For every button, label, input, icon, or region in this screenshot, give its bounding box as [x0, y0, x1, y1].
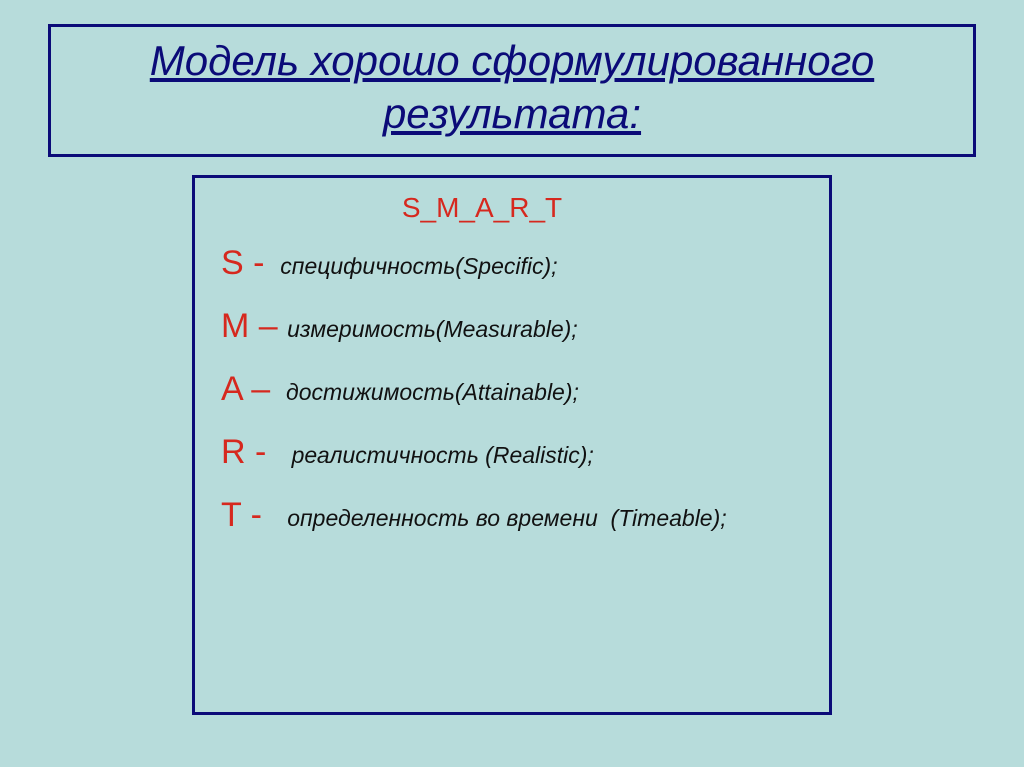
smart-item: T - определенность во времени (Timeable)…: [221, 496, 803, 535]
smart-item: S - специфичность(Specific);: [221, 244, 803, 283]
item-description: реалистичность (Realistic);: [285, 442, 594, 469]
item-description: определенность во времени (Timeable);: [281, 505, 727, 532]
item-description: специфичность(Specific);: [274, 253, 558, 280]
item-letter: S -: [221, 244, 274, 283]
item-description: достижимость(Attainable);: [280, 379, 579, 406]
content-box: S_M_A_R_T S - специфичность(Specific); M…: [192, 175, 832, 715]
smart-item: A – достижимость(Attainable);: [221, 370, 803, 409]
title-box: Модель хорошо сформулированного результа…: [48, 24, 976, 157]
item-letter: T -: [221, 496, 281, 535]
smart-item: R - реалистичность (Realistic);: [221, 433, 803, 472]
page-title: Модель хорошо сформулированного результа…: [71, 35, 953, 140]
item-letter: R -: [221, 433, 285, 472]
acronym-heading: S_M_A_R_T: [161, 192, 803, 224]
item-letter: A –: [221, 370, 280, 409]
item-description: измеримость(Measurable);: [287, 316, 578, 343]
item-letter: M –: [221, 307, 287, 346]
smart-item: M – измеримость(Measurable);: [221, 307, 803, 346]
